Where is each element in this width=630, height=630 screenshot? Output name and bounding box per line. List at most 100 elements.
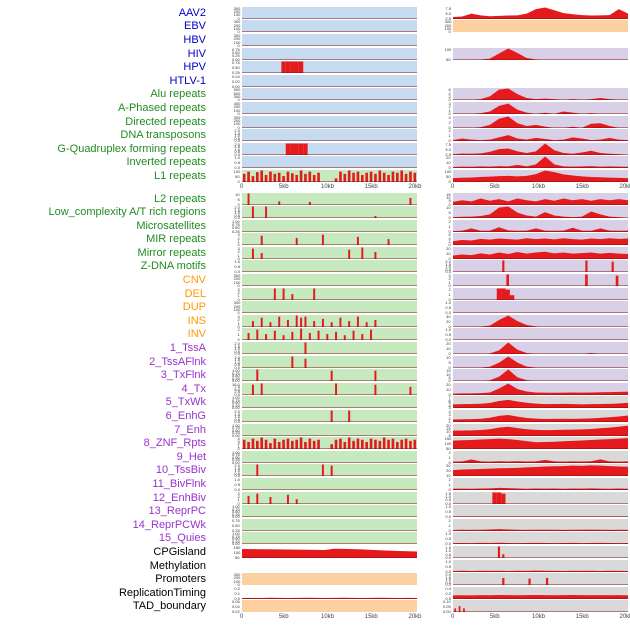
track-data-svg (242, 489, 417, 490)
track-data-svg (242, 113, 417, 114)
y-tick-label: 900 (233, 88, 240, 93)
y-axis-ticks: 2.0 1.5 1.0 0.5 0.0 (437, 573, 453, 587)
left-track-panel (242, 491, 417, 504)
y-tick-label: 10 (446, 346, 451, 352)
track-data-svg (242, 59, 417, 60)
track-row: TAD_boundary 0.06 0.04 0.02 0.10 0.05 0.00 (4, 600, 630, 614)
y-tick-label: 1 (237, 321, 240, 327)
left-track-panel (242, 74, 417, 87)
track-row: 6_EnhG 2.0 1.5 1.0 0.5 0.0 4 3 2 1 (4, 409, 630, 424)
y-tick-label: 100 (233, 550, 240, 556)
y-axis-ticks: 1.0 0.5 0.0 (437, 328, 453, 343)
y-tick-label: 10 (446, 195, 451, 201)
track-data-svg (453, 103, 628, 114)
y-tick-label: 0 (448, 297, 451, 303)
y-tick-label: 2 (448, 287, 451, 293)
y-tick-label: 100 (444, 26, 451, 32)
track-data-svg (453, 383, 628, 395)
track-data-svg (453, 369, 628, 382)
left-track-panel (242, 450, 417, 463)
right-track-panel (453, 115, 628, 128)
y-tick-label: 0.02 (232, 79, 240, 85)
y-axis-ticks: 300 200 100 0 (208, 20, 242, 34)
row-label: ReplicationTiming (118, 586, 206, 599)
left-track-panel (242, 314, 417, 327)
left-track-panel (242, 6, 417, 19)
y-tick-label: 1.5 (445, 575, 451, 581)
y-tick-label: 0.75 (232, 60, 240, 66)
x-tick-label: 0 (451, 614, 455, 621)
y-tick-label: 1.0 (445, 559, 451, 565)
track-row: INV 2 1 0 1.0 0.5 0.0 (4, 328, 630, 343)
y-tick-label: 10 (446, 355, 451, 361)
y-tick-label: 1.00 (232, 423, 240, 429)
y-tick-label: 200 (233, 37, 240, 42)
y-tick-label: 1.00 (232, 368, 240, 374)
y-axis-ticks: 300 200 100 0 (208, 7, 242, 21)
row-label: Z-DNA motifs (140, 260, 206, 273)
track-data-svg (453, 226, 628, 232)
y-tick-label: 0.5 (234, 213, 240, 219)
y-tick-label: 50 (235, 555, 240, 561)
y-tick-label: 4 (448, 409, 451, 415)
track-row: 7_Enh 1.00 0.75 0.50 0.25 0.00 20 15 10 5 (4, 423, 630, 438)
y-tick-label: 2 (448, 120, 451, 126)
y-axis-ticks: 10.0 7.5 5.0 2.5 0.0 (208, 383, 242, 397)
y-tick-label: 600 (233, 91, 240, 97)
track-data-svg (242, 31, 417, 33)
track-row: Low_complexity A/T rich regions 2.0 1.5 1.0… (4, 205, 630, 220)
y-tick-label: 1.5 (445, 262, 451, 268)
y-axis-ticks: 1.0 0.5 0.0 (437, 505, 453, 519)
y-tick-label: 100 (233, 307, 240, 313)
y-tick-label: 0.00 (232, 378, 240, 384)
y-tick-label: 0 (448, 283, 451, 289)
x-axis: 0 5kb 10kb 15kb 20kb (240, 613, 422, 622)
track-data-svg (242, 45, 417, 46)
y-tick-label: 0.5 (445, 305, 451, 311)
y-tick-label: 0.00 (232, 406, 240, 411)
y-tick-label: 5.0 (445, 11, 451, 17)
x-tick-label: 5kb (489, 183, 500, 190)
row-label: A-Phased repeats (117, 101, 206, 114)
row-label: INV (187, 328, 206, 341)
track-row: 3_TxFlnk 1.00 0.75 0.50 0.25 0.00 15 10 5 0 (4, 368, 630, 384)
right-track-panel (453, 88, 628, 101)
x-tick-label: 15kb (575, 183, 589, 190)
track-data-svg (453, 528, 628, 531)
track-data-svg (453, 570, 628, 572)
track-data-svg (453, 274, 628, 287)
track-row: Directed repeats 300 200 100 0 4 2 0 (4, 115, 630, 130)
left-track-panel (242, 88, 417, 101)
track-row: ReplicationTiming 0.2 0.1 0.0 0.4 0.2 0.0 (4, 586, 630, 601)
y-tick-label: 7.5 (445, 142, 451, 148)
right-track-panel (453, 382, 628, 395)
row-label: DUP (182, 301, 206, 314)
right-track-panel (453, 491, 628, 504)
x-tick-label: 15kb (575, 614, 589, 621)
right-track-panel (453, 75, 628, 87)
y-tick-label: 0 (237, 310, 240, 316)
y-tick-label: 0.25 (232, 539, 240, 545)
y-tick-label: 4 (448, 115, 451, 121)
y-axis-ticks: 0.75 0.50 0.25 (208, 519, 242, 533)
y-tick-label: 300 (233, 273, 240, 279)
y-tick-label: 1.0 (445, 265, 451, 270)
y-axis-ticks: 2.0 1.5 1.0 0.5 0.0 (208, 410, 242, 424)
y-axis-ticks: 0.75 0.50 0.25 0.00 (208, 48, 242, 62)
right-track-panel (453, 437, 628, 450)
y-tick-label: 0.00 (232, 460, 240, 466)
y-tick-label: 0.04 (232, 605, 240, 610)
track-data-svg (242, 462, 417, 463)
y-tick-label: 0.50 (232, 373, 240, 379)
track-data-svg (242, 193, 417, 205)
y-tick-label: 0.5 (234, 362, 240, 368)
y-tick-label: 0.0 (234, 487, 240, 493)
row-label: Methylation (149, 559, 206, 572)
y-tick-label: 1.5 (234, 131, 240, 137)
track-data-svg (453, 606, 628, 613)
y-tick-label: 0.2 (445, 591, 451, 597)
